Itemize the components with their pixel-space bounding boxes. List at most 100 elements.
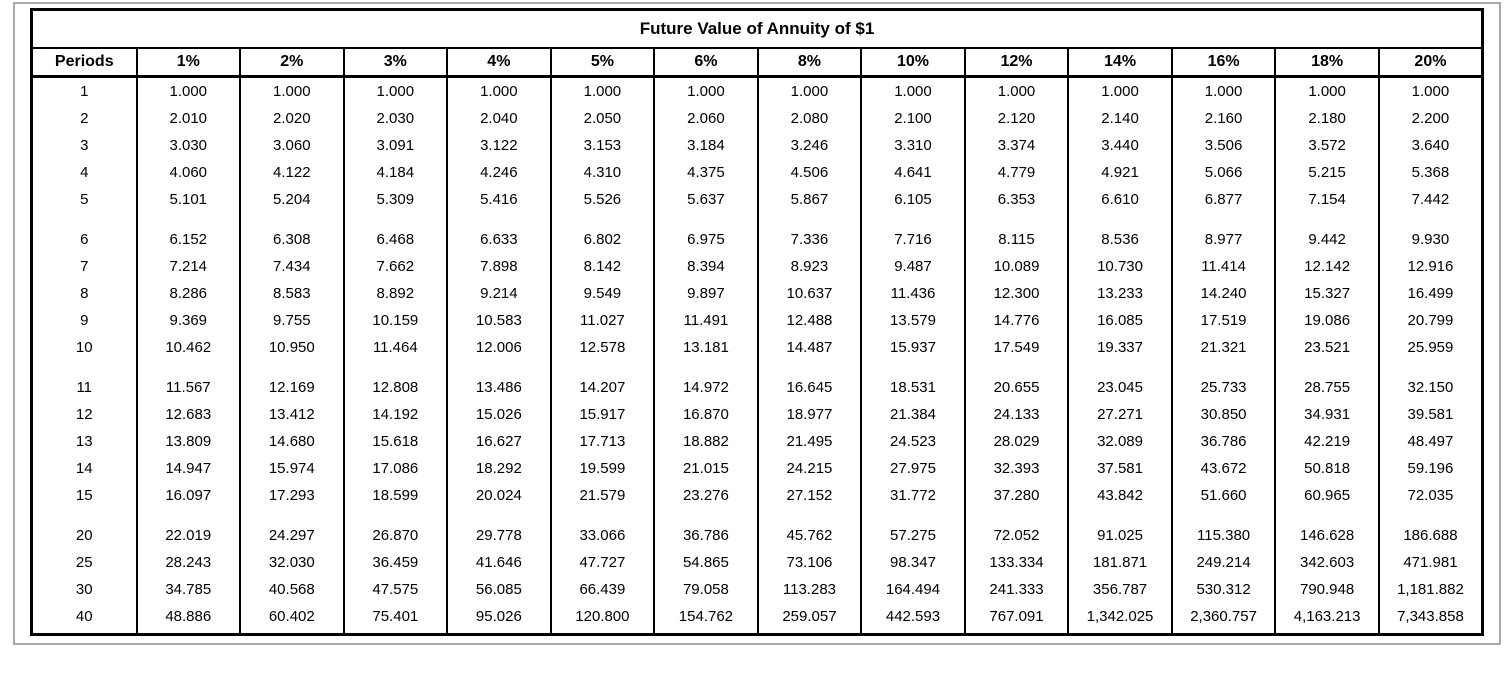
value-cell: 48.886 bbox=[135, 603, 241, 635]
value-cell: 1.000 bbox=[135, 76, 241, 105]
value-cell: 6.877 bbox=[1170, 186, 1276, 213]
value-cell: 5.416 bbox=[446, 186, 551, 213]
period-cell: 5 bbox=[80, 191, 89, 208]
value-cell: 51.660 bbox=[1170, 482, 1276, 509]
table-row-period-9: 9 9.369 9.755 10.159 10.583 11.027 11.491 12.48… bbox=[32, 307, 1483, 334]
value-cell: 8.286 bbox=[135, 280, 241, 307]
value-cell: 6.468 bbox=[342, 213, 448, 253]
value-cell: 4.921 bbox=[1067, 159, 1172, 186]
value-cell: 10.730 bbox=[1067, 253, 1172, 280]
value-cell: 2.140 bbox=[1067, 105, 1172, 132]
value-cell: 1,342.025 bbox=[1067, 603, 1172, 635]
table-row-period-30: 30 34.785 40.568 47.575 56.085 66.439 79.058 11… bbox=[32, 576, 1483, 603]
value-cell: 241.333 bbox=[963, 576, 1069, 603]
value-cell: 767.091 bbox=[963, 603, 1069, 635]
value-cell: 790.948 bbox=[1274, 576, 1379, 603]
value-cell: 37.280 bbox=[963, 482, 1069, 509]
header-rate-1: 1% bbox=[135, 48, 241, 78]
value-cell: 36.786 bbox=[653, 509, 758, 549]
value-cell: 2.200 bbox=[1377, 105, 1483, 132]
header-rate-18: 18% bbox=[1274, 48, 1379, 78]
value-cell: 10.637 bbox=[756, 280, 862, 307]
value-cell: 1.000 bbox=[1377, 76, 1483, 105]
value-cell: 43.672 bbox=[1170, 455, 1276, 482]
value-cell: 66.439 bbox=[549, 576, 655, 603]
table-header-row: Periods 1% 2% 3% 4% 5% 6% 8% 10% 12% 14% 16% 18% 20% bbox=[31, 48, 1483, 78]
header-rate-5: 5% bbox=[549, 48, 655, 78]
value-cell: 13.181 bbox=[653, 334, 758, 361]
value-cell: 32.393 bbox=[963, 455, 1069, 482]
value-cell: 7.442 bbox=[1377, 186, 1483, 213]
value-cell: 7.434 bbox=[239, 253, 344, 280]
table-row-period-40: 40 48.886 60.402 75.401 95.026 120.800 154.762… bbox=[32, 603, 1483, 635]
value-cell: 21.384 bbox=[860, 401, 965, 428]
value-cell: 9.487 bbox=[860, 253, 965, 280]
value-cell: 24.523 bbox=[860, 428, 965, 455]
header-rate-12: 12% bbox=[963, 48, 1069, 78]
value-cell: 37.581 bbox=[1067, 455, 1172, 482]
value-cell: 15.026 bbox=[446, 401, 551, 428]
value-cell: 72.035 bbox=[1377, 482, 1483, 509]
value-cell: 16.870 bbox=[653, 401, 758, 428]
value-cell: 2.100 bbox=[860, 105, 965, 132]
value-cell: 2,360.757 bbox=[1170, 603, 1276, 635]
period-cell: 1 bbox=[80, 83, 89, 100]
value-cell: 27.271 bbox=[1067, 401, 1172, 428]
value-cell: 56.085 bbox=[446, 576, 551, 603]
value-cell: 249.214 bbox=[1170, 549, 1276, 576]
value-cell: 50.818 bbox=[1274, 455, 1379, 482]
value-cell: 12.006 bbox=[446, 334, 551, 361]
value-cell: 2.160 bbox=[1170, 105, 1276, 132]
value-cell: 23.045 bbox=[1067, 361, 1172, 401]
table-title: Future Value of Annuity of $1 bbox=[31, 9, 1483, 49]
value-cell: 7.214 bbox=[135, 253, 241, 280]
value-cell: 3.440 bbox=[1067, 132, 1172, 159]
value-cell: 8.583 bbox=[239, 280, 344, 307]
value-cell: 9.442 bbox=[1274, 213, 1379, 253]
value-cell: 14.192 bbox=[342, 401, 448, 428]
value-cell: 120.800 bbox=[549, 603, 655, 635]
value-cell: 73.106 bbox=[756, 549, 862, 576]
value-cell: 18.531 bbox=[860, 361, 965, 401]
value-cell: 6.802 bbox=[549, 213, 655, 253]
value-cell: 15.327 bbox=[1274, 280, 1379, 307]
value-cell: 259.057 bbox=[756, 603, 862, 635]
value-cell: 1.000 bbox=[1274, 76, 1379, 105]
value-cell: 10.462 bbox=[135, 334, 241, 361]
value-cell: 5.101 bbox=[135, 186, 241, 213]
value-cell: 12.683 bbox=[135, 401, 241, 428]
value-cell: 471.981 bbox=[1377, 549, 1483, 576]
value-cell: 2.050 bbox=[549, 105, 655, 132]
value-cell: 356.787 bbox=[1067, 576, 1172, 603]
value-cell: 12.488 bbox=[756, 307, 862, 334]
value-cell: 14.487 bbox=[756, 334, 862, 361]
value-cell: 1.000 bbox=[1170, 76, 1276, 105]
period-cell: 3 bbox=[80, 137, 89, 154]
value-cell: 17.519 bbox=[1170, 307, 1276, 334]
value-cell: 6.105 bbox=[860, 186, 965, 213]
value-cell: 1.000 bbox=[342, 76, 448, 105]
value-cell: 29.778 bbox=[446, 509, 551, 549]
table-row-period-6: 6 6.152 6.308 6.468 6.633 6.802 6.975 7.336 7.71… bbox=[32, 213, 1483, 253]
value-cell: 47.727 bbox=[549, 549, 655, 576]
value-cell: 4.184 bbox=[342, 159, 448, 186]
value-cell: 7.662 bbox=[342, 253, 448, 280]
value-cell: 1.000 bbox=[239, 76, 344, 105]
value-cell: 5.215 bbox=[1274, 159, 1379, 186]
value-cell: 27.975 bbox=[860, 455, 965, 482]
header-rate-10: 10% bbox=[860, 48, 965, 78]
value-cell: 19.337 bbox=[1067, 334, 1172, 361]
value-cell: 11.491 bbox=[653, 307, 758, 334]
period-cell: 15 bbox=[75, 487, 93, 504]
value-cell: 442.593 bbox=[860, 603, 965, 635]
value-cell: 3.030 bbox=[135, 132, 241, 159]
value-cell: 21.015 bbox=[653, 455, 758, 482]
value-cell: 60.402 bbox=[239, 603, 344, 635]
value-cell: 3.374 bbox=[963, 132, 1069, 159]
value-cell: 40.568 bbox=[239, 576, 344, 603]
value-cell: 4.246 bbox=[446, 159, 551, 186]
value-cell: 2.180 bbox=[1274, 105, 1379, 132]
value-cell: 8.115 bbox=[963, 213, 1069, 253]
value-cell: 3.246 bbox=[756, 132, 862, 159]
header-rate-8: 8% bbox=[756, 48, 862, 78]
